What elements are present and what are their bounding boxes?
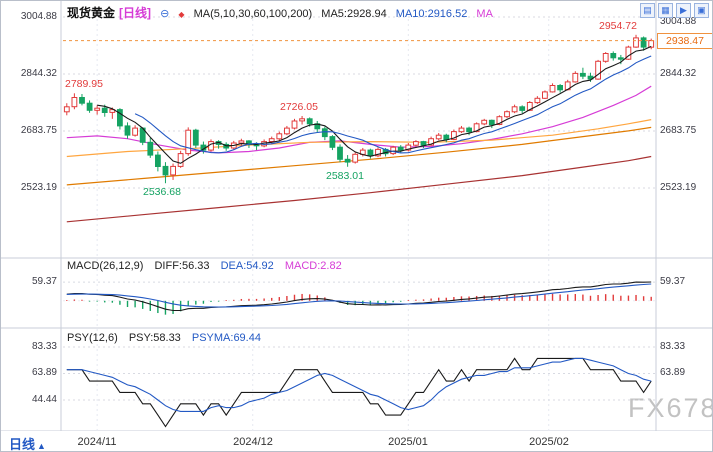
period-tab-label: 日线 bbox=[9, 437, 36, 452]
y-axis-label: 63.89 bbox=[31, 367, 57, 378]
x-axis-label: 2024/12 bbox=[233, 436, 273, 448]
psy-panel-header: PSY(12,6) PSY:58.33 PSYMA:69.44 bbox=[67, 332, 269, 344]
y-axis-label: 59.37 bbox=[660, 276, 686, 287]
x-axis-label: 2025/01 bbox=[388, 436, 428, 448]
y-axis-label: 63.89 bbox=[660, 367, 686, 378]
chart-toolbar: ▤ ▦ ▶ ▣ bbox=[640, 3, 709, 18]
price-annotation: 2954.72 bbox=[599, 20, 637, 32]
psyma-value: PSYMA:69.44 bbox=[191, 332, 261, 344]
y-axis-label: 3004.88 bbox=[20, 11, 57, 22]
x-axis-label: 2024/11 bbox=[77, 436, 117, 448]
price-annotation: 2536.68 bbox=[143, 186, 181, 198]
ma5-value: MA5:2928.94 bbox=[321, 8, 387, 20]
y-axis-label: 83.33 bbox=[31, 341, 57, 352]
x-axis-label: 2025/02 bbox=[529, 436, 569, 448]
y-axis-label: 2844.32 bbox=[20, 68, 57, 79]
macd-diff-value: DIFF:56.33 bbox=[154, 260, 210, 272]
y-axis-label: 2844.32 bbox=[660, 68, 697, 79]
ma10-value: MA10:2916.52 bbox=[395, 8, 468, 20]
y-axis-label: 2683.75 bbox=[20, 125, 57, 136]
scroll-forward-icon[interactable]: ▶ bbox=[676, 3, 691, 18]
period-selector-tab[interactable]: 日线 ▲ bbox=[9, 434, 46, 452]
macd-panel-header: MACD(26,12,9) DIFF:56.33 DEA:54.92 MACD:… bbox=[67, 260, 350, 272]
ma-settings-label: MA(5,10,30,60,100,200) bbox=[193, 8, 313, 20]
price-annotation: 2789.95 bbox=[65, 78, 103, 90]
psy-value: PSY:58.33 bbox=[128, 332, 181, 344]
price-annotation: 2726.05 bbox=[280, 101, 318, 113]
collapse-icon[interactable]: ⊖ bbox=[160, 8, 170, 20]
current-price-tag: 2938.47 bbox=[657, 33, 712, 49]
y-axis-label: 2523.19 bbox=[660, 182, 697, 193]
y-axis-label: 2523.19 bbox=[20, 182, 57, 193]
fullscreen-icon[interactable]: ▣ bbox=[694, 3, 709, 18]
ma30-value-truncated: MA bbox=[476, 8, 493, 20]
watermark: FX678 bbox=[628, 393, 713, 423]
indicator-window-icon[interactable]: ▦ bbox=[658, 3, 673, 18]
y-axis-label: 3004.88 bbox=[660, 16, 697, 27]
macd-dea-value: DEA:54.92 bbox=[220, 260, 274, 272]
symbol-name: 现货黄金 bbox=[67, 6, 116, 20]
main-chart-header: 现货黄金 [日线] ⊖ ◆ MA(5,10,30,60,100,200) MA5:… bbox=[67, 4, 499, 20]
price-annotation: 2583.01 bbox=[326, 170, 364, 182]
period-tag: [日线] bbox=[119, 6, 152, 20]
x-axis-bar: 日线 ▲ bbox=[1, 431, 712, 452]
ma-series-marker-icon: ◆ bbox=[178, 10, 185, 19]
macd-params-label: MACD(26,12,9) bbox=[67, 260, 144, 272]
chart-style-icon[interactable]: ▤ bbox=[640, 3, 655, 18]
chevron-up-icon: ▲ bbox=[37, 441, 46, 451]
y-axis-label: 83.33 bbox=[660, 341, 686, 352]
macd-hist-value: MACD:2.82 bbox=[284, 260, 342, 272]
y-axis-label: 2683.75 bbox=[660, 125, 697, 136]
y-axis-label: 44.44 bbox=[31, 394, 57, 405]
psy-params-label: PSY(12,6) bbox=[67, 332, 118, 344]
y-axis-label: 59.37 bbox=[31, 276, 57, 287]
